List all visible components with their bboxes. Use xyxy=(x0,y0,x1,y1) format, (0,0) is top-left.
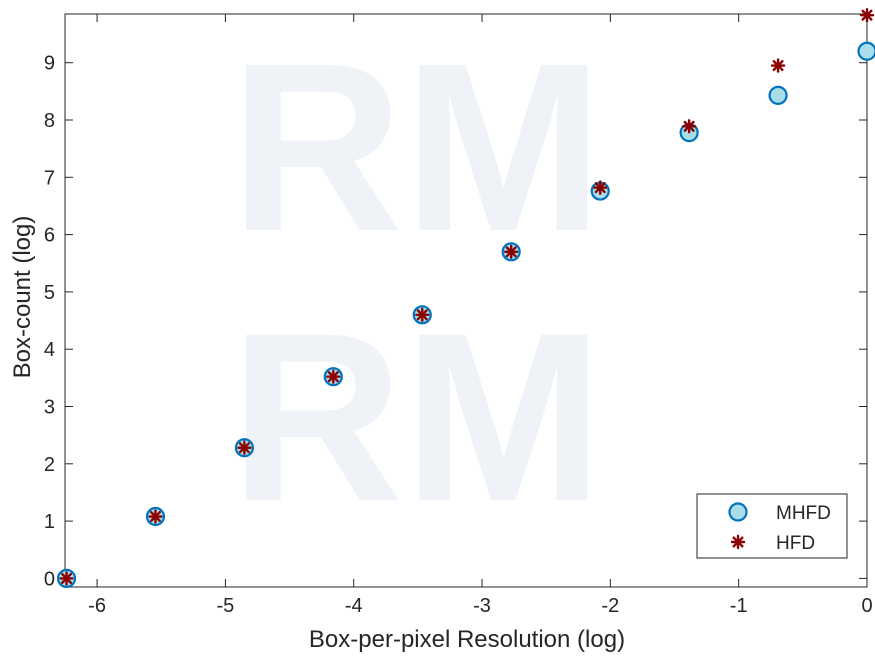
mhfd-point xyxy=(768,85,788,105)
y-tick-label: 4 xyxy=(44,339,55,361)
hfd-point xyxy=(148,509,163,524)
hfd-point xyxy=(593,180,608,195)
data-points xyxy=(56,7,875,589)
y-tick-label: 1 xyxy=(44,511,55,533)
hfd-point xyxy=(59,571,74,586)
x-tick-label: 0 xyxy=(861,595,872,617)
hfd-point xyxy=(770,58,786,73)
y-tick-label: 5 xyxy=(44,282,55,304)
x-tick-label: -2 xyxy=(601,595,619,617)
hfd-point xyxy=(237,440,252,455)
x-axis-title: Box-per-pixel Resolution (log) xyxy=(309,626,625,653)
watermark-letters: RM xyxy=(230,283,603,551)
y-tick-label: 6 xyxy=(44,225,55,247)
plot-area-frame xyxy=(64,13,868,588)
legend-label-hfd: HFD xyxy=(776,533,815,554)
legend: MHFD HFD xyxy=(696,493,848,559)
hfd-point xyxy=(503,244,519,259)
legend-hfd-asterisk xyxy=(730,534,746,550)
watermark-letters: RM xyxy=(230,13,603,281)
x-tick-label: -4 xyxy=(345,595,363,617)
axes xyxy=(64,13,868,588)
ticks: -6 -5 -4 -3 -2 -1 0 0 1 2 3 4 5 6 7 8 9 xyxy=(44,14,873,617)
y-tick-label: 3 xyxy=(44,397,55,419)
hfd-point xyxy=(681,119,697,134)
legend-mhfd-circle xyxy=(728,502,748,522)
y-tick-label: 8 xyxy=(44,110,55,132)
y-axis-title: Box-count (log) xyxy=(9,216,36,379)
hfd-point xyxy=(326,369,341,384)
x-tick-label: -3 xyxy=(473,595,491,617)
mhfd-point xyxy=(857,41,875,61)
y-tick-label: 9 xyxy=(44,53,55,75)
y-tick-label: 2 xyxy=(44,454,55,476)
hfd-point xyxy=(415,307,430,323)
legend-box xyxy=(696,493,848,559)
legend-hfd-marker xyxy=(730,534,746,550)
x-tick-label: -1 xyxy=(730,595,748,617)
x-tick-label: -6 xyxy=(88,595,106,617)
watermark: RM RM xyxy=(230,13,603,551)
y-tick-label: 0 xyxy=(44,568,55,590)
legend-label-mhfd: MHFD xyxy=(776,503,831,524)
x-tick-label: -5 xyxy=(217,595,235,617)
legend-mhfd-marker xyxy=(728,502,748,522)
y-tick-label: 7 xyxy=(44,167,55,189)
hfd-point xyxy=(859,7,875,23)
